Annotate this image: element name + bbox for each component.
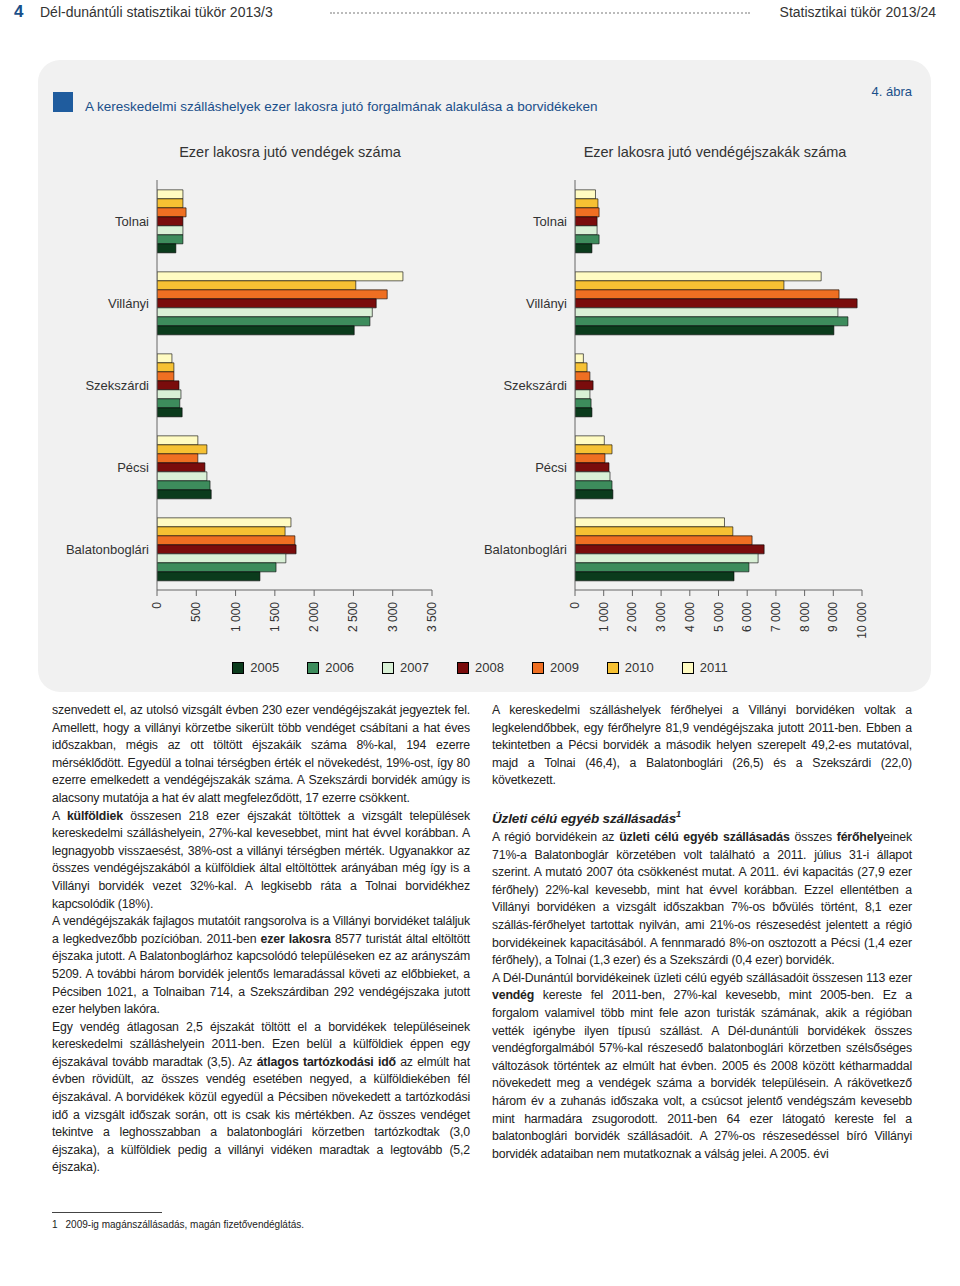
svg-text:Tolnai: Tolnai	[115, 214, 149, 229]
html-text:Dél-dunántúli statisztikai tük: Dél-dunántúli statisztikai tükör 2013/3	[40, 4, 273, 20]
svg-text:Pécsi: Pécsi	[535, 460, 567, 475]
svg-text:4 000: 4 000	[683, 602, 697, 632]
svg-text:3 500: 3 500	[425, 602, 439, 632]
html-text:2006: 2006	[325, 660, 355, 675]
html-text:Egy vendég átlagosan 2,5 éjsza: Egy vendég átlagosan 2,5 éjszakát töltöt…	[52, 1019, 470, 1175]
svg-text:Villányi: Villányi	[526, 296, 567, 311]
html-text:2008: 2008	[475, 660, 504, 675]
html-text:Üzleti célú egyéb szállásadás1: Üzleti célú egyéb szállásadás1	[492, 809, 681, 826]
svg-text:Szekszárdi: Szekszárdi	[85, 378, 149, 393]
html-text:2010: 2010	[624, 660, 654, 675]
html-text:A kereskedelmi szálláshelyek f: A kereskedelmi szálláshelyek férőhelyei …	[492, 703, 912, 788]
svg-text:0: 0	[150, 602, 164, 609]
html-text:2011: 2011	[699, 660, 728, 675]
svg-text:1 000: 1 000	[229, 602, 243, 632]
html-text:A Dél-Dunántúl borvidékeinek ü: A Dél-Dunántúl borvidékeinek üzleti célú…	[492, 970, 912, 985]
svg-text:2 000: 2 000	[625, 602, 639, 632]
html-text:A kereskedelmi szálláshelyek e: A kereskedelmi szálláshelyek ezer lakosr…	[85, 99, 598, 114]
html-text:2009-ig magánszállásadás, magá: 2009-ig magánszállásadás, magán fizetőve…	[65, 1219, 305, 1230]
html-text:4. ábra: 4. ábra	[871, 84, 912, 99]
html-text:4: 4	[14, 2, 24, 21]
svg-text:2 000: 2 000	[307, 602, 321, 632]
svg-text:Balatonboglári: Balatonboglári	[66, 542, 149, 557]
html-text:szenvedett el, az utolsó vizsg: szenvedett el, az utolsó vizsgált évben …	[52, 703, 470, 805]
svg-text:3 000: 3 000	[654, 602, 668, 632]
svg-text:Pécsi: Pécsi	[117, 460, 149, 475]
html-text:2005: 2005	[250, 660, 280, 675]
svg-text:Villányi: Villányi	[108, 296, 149, 311]
svg-text:3 000: 3 000	[386, 602, 400, 632]
html-text:2009: 2009	[549, 660, 579, 675]
html-text:A külföldiek összesen 218 ezer: A külföldiek összesen 218 ezer éjszakát …	[52, 808, 470, 911]
svg-text:2 500: 2 500	[346, 602, 360, 632]
svg-text:5 000: 5 000	[712, 602, 726, 632]
svg-text:1 000: 1 000	[597, 602, 611, 632]
svg-text:500: 500	[189, 602, 203, 622]
svg-text:9 000: 9 000	[826, 602, 840, 632]
svg-text:6 000: 6 000	[740, 602, 754, 632]
html-text:Statisztikai tükör 2013/24: Statisztikai tükör 2013/24	[779, 4, 936, 20]
html-text:2007: 2007	[400, 660, 429, 675]
html-text:vendég kereste fel 2011-ben, 2: vendég kereste fel 2011-ben, 27%-kal kev…	[492, 988, 912, 1161]
svg-text:7 000: 7 000	[769, 602, 783, 632]
html-text:Ezer lakosra jutó vendégek szá: Ezer lakosra jutó vendégek száma	[179, 144, 401, 160]
svg-text:Szekszárdi: Szekszárdi	[503, 378, 567, 393]
html-text:A régió borvidékein az üzleti: A régió borvidékein az üzleti célú egyéb…	[492, 830, 912, 968]
svg-text:Tolnai: Tolnai	[533, 214, 567, 229]
svg-text:1 500: 1 500	[268, 602, 282, 632]
html-text:1: 1	[52, 1219, 58, 1230]
html-text:A vendégéjszakák fajlagos muta: A vendégéjszakák fajlagos mutatóit rangs…	[52, 914, 470, 1017]
html-text:Ezer lakosra jutó vendégéjszak: Ezer lakosra jutó vendégéjszakák száma	[583, 144, 847, 160]
svg-text:8 000: 8 000	[798, 602, 812, 632]
svg-text:Balatonboglári: Balatonboglári	[484, 542, 567, 557]
svg-text:10 000: 10 000	[855, 602, 869, 639]
svg-text:0: 0	[568, 602, 582, 609]
